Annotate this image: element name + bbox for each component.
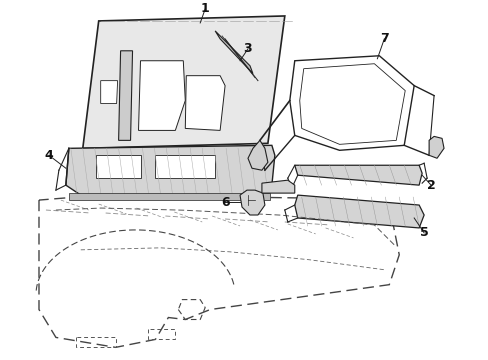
Polygon shape <box>138 61 185 130</box>
Polygon shape <box>119 51 132 140</box>
Polygon shape <box>294 195 423 228</box>
Text: 3: 3 <box>243 42 252 55</box>
Polygon shape <box>185 76 224 130</box>
Polygon shape <box>428 136 443 158</box>
Polygon shape <box>101 81 118 104</box>
Polygon shape <box>82 16 284 148</box>
Polygon shape <box>262 180 294 193</box>
Text: 7: 7 <box>379 32 388 45</box>
Polygon shape <box>294 165 421 185</box>
Text: 4: 4 <box>44 149 53 162</box>
Polygon shape <box>96 155 140 178</box>
Text: 6: 6 <box>220 195 229 208</box>
Text: 5: 5 <box>419 226 427 239</box>
Polygon shape <box>155 155 215 178</box>
Text: 1: 1 <box>201 3 209 15</box>
Polygon shape <box>240 190 264 215</box>
Polygon shape <box>66 145 274 195</box>
Polygon shape <box>69 193 269 200</box>
Polygon shape <box>247 140 267 170</box>
Polygon shape <box>215 31 252 74</box>
Text: 2: 2 <box>426 179 435 192</box>
